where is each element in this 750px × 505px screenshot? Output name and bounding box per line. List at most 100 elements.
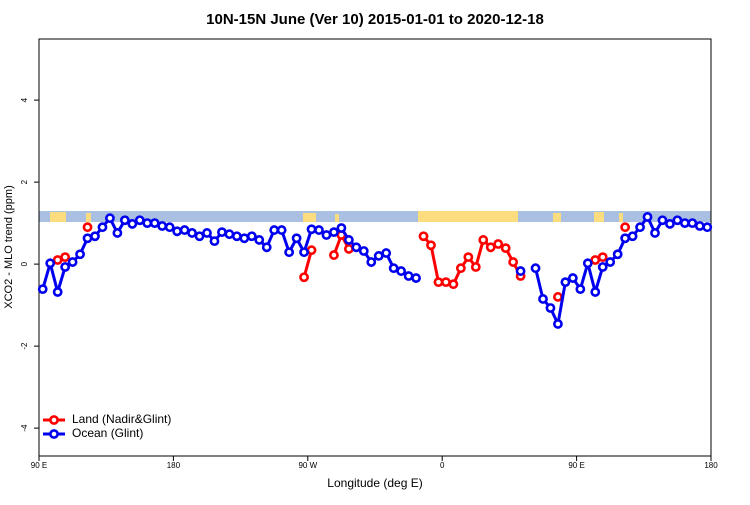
data-point bbox=[231, 231, 242, 242]
data-point bbox=[650, 228, 660, 238]
data-point bbox=[612, 249, 623, 260]
data-point bbox=[627, 231, 638, 242]
data-point bbox=[224, 229, 235, 240]
data-point bbox=[597, 262, 608, 272]
data-point bbox=[276, 225, 287, 235]
data-point bbox=[470, 262, 481, 272]
data-point bbox=[433, 277, 444, 288]
data-point bbox=[358, 246, 369, 256]
data-point bbox=[321, 230, 332, 240]
x-axis-label: Longitude (deg E) bbox=[327, 476, 422, 490]
x-tick-label: 180 bbox=[704, 461, 718, 470]
data-point bbox=[239, 233, 250, 244]
data-point bbox=[545, 303, 556, 313]
data-point bbox=[478, 235, 489, 245]
data-point bbox=[209, 236, 220, 247]
data-point bbox=[657, 215, 668, 226]
data-point bbox=[187, 228, 197, 238]
data-point bbox=[605, 257, 616, 267]
data-point bbox=[172, 226, 183, 237]
data-point bbox=[164, 222, 175, 233]
data-point bbox=[620, 233, 631, 244]
data-point bbox=[575, 284, 586, 295]
data-point bbox=[582, 258, 593, 269]
data-point bbox=[665, 219, 675, 229]
data-point bbox=[336, 223, 347, 233]
data-point bbox=[597, 252, 608, 263]
data-point bbox=[373, 251, 384, 261]
legend-label: Ocean (Glint) bbox=[72, 426, 143, 440]
data-point bbox=[642, 212, 653, 222]
data-point bbox=[82, 233, 93, 244]
data-point bbox=[329, 227, 339, 238]
data-point bbox=[343, 235, 354, 245]
data-point bbox=[672, 215, 683, 226]
data-point bbox=[426, 240, 436, 251]
data-point bbox=[157, 221, 168, 231]
data-point bbox=[418, 231, 429, 242]
data-point bbox=[246, 231, 257, 242]
x-tick-label: 180 bbox=[167, 461, 181, 470]
data-point bbox=[702, 222, 713, 233]
data-point bbox=[553, 319, 563, 329]
legend-marker bbox=[49, 415, 59, 425]
y-axis-label: XCO2 - MLO trend (ppm) bbox=[3, 185, 15, 308]
data-point bbox=[60, 262, 71, 272]
data-point bbox=[635, 222, 645, 233]
data-point bbox=[590, 255, 601, 265]
data-point bbox=[105, 213, 115, 224]
data-point bbox=[52, 255, 63, 265]
data-point bbox=[67, 257, 78, 267]
data-point bbox=[560, 277, 571, 288]
data-point bbox=[485, 242, 496, 253]
data-point bbox=[97, 222, 108, 233]
x-tick-label: 90 W bbox=[298, 461, 317, 470]
data-point bbox=[455, 263, 466, 274]
data-point bbox=[500, 243, 511, 254]
data-point bbox=[694, 221, 705, 231]
data-point bbox=[567, 273, 578, 283]
x-tick-label: 0 bbox=[440, 461, 445, 470]
data-point bbox=[45, 258, 56, 269]
data-point bbox=[530, 263, 541, 274]
data-point bbox=[508, 257, 519, 267]
data-point bbox=[112, 228, 123, 238]
data-point bbox=[314, 225, 324, 235]
data-point bbox=[463, 252, 474, 263]
y-tick-label: 4 bbox=[20, 97, 29, 102]
data-point bbox=[217, 227, 227, 238]
data-point bbox=[119, 215, 130, 226]
chart-title: 10N-15N June (Ver 10) 2015-01-01 to 2020… bbox=[206, 11, 544, 28]
y-tick-label: 0 bbox=[20, 261, 29, 266]
data-point bbox=[441, 277, 451, 288]
data-point bbox=[403, 271, 414, 281]
data-point bbox=[515, 266, 526, 276]
y-tick-label: -2 bbox=[20, 342, 29, 350]
x-tick-label: 90 E bbox=[568, 461, 584, 470]
data-point bbox=[687, 218, 698, 229]
data-point bbox=[299, 247, 309, 258]
data-point bbox=[306, 245, 317, 256]
data-point bbox=[142, 218, 153, 229]
data-point bbox=[179, 225, 190, 235]
legend-label: Land (Nadir&Glint) bbox=[72, 412, 171, 426]
data-point bbox=[254, 235, 265, 245]
data-point bbox=[590, 287, 601, 297]
data-point bbox=[329, 250, 339, 260]
data-point bbox=[82, 222, 93, 233]
data-point bbox=[553, 292, 563, 302]
data-point bbox=[411, 273, 421, 283]
land-mask-strip bbox=[39, 211, 711, 222]
data-point bbox=[134, 215, 145, 226]
data-point bbox=[299, 272, 309, 283]
data-point bbox=[60, 252, 71, 263]
data-point bbox=[343, 244, 354, 254]
data-point bbox=[52, 287, 63, 297]
data-point bbox=[269, 225, 280, 235]
data-point bbox=[493, 239, 504, 249]
data-point bbox=[448, 279, 459, 290]
data-point bbox=[388, 263, 399, 274]
data-point bbox=[679, 218, 690, 229]
data-point bbox=[538, 294, 548, 304]
